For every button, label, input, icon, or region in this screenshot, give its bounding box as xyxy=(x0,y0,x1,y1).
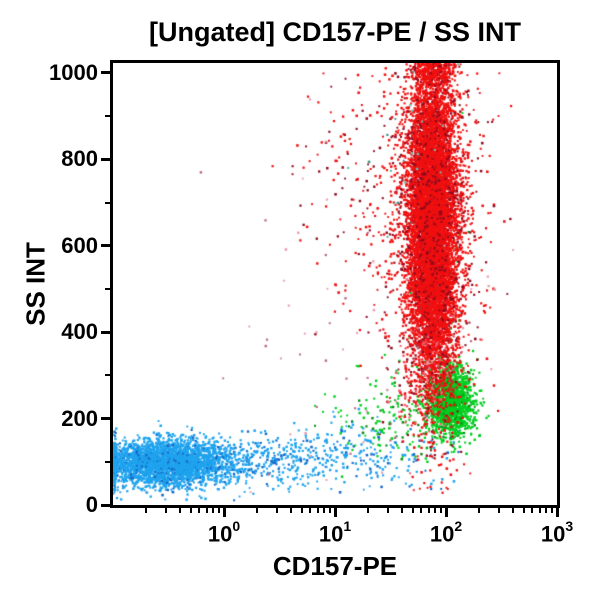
y-tick-label: 0 xyxy=(85,492,98,517)
x-minor-tick xyxy=(545,508,548,513)
x-tick-label: 102 xyxy=(429,518,463,547)
y-tick-label: 1000 xyxy=(49,59,98,85)
x-tick-label: 103 xyxy=(540,518,574,547)
x-minor-tick xyxy=(400,508,403,513)
x-minor-tick xyxy=(427,508,430,513)
x-minor-tick xyxy=(217,508,220,513)
x-minor-tick xyxy=(300,508,303,513)
y-major-tick xyxy=(101,417,110,421)
x-minor-tick xyxy=(439,508,442,513)
y-tick-label: 800 xyxy=(61,146,98,172)
x-major-tick xyxy=(444,508,448,517)
y-minor-tick xyxy=(105,115,110,118)
x-minor-tick xyxy=(550,508,553,513)
plot-title: [Ungated] CD157-PE / SS INT xyxy=(148,17,522,47)
x-minor-tick xyxy=(212,508,215,513)
y-tick-label: 200 xyxy=(61,405,98,431)
y-minor-tick xyxy=(105,287,110,290)
x-minor-tick xyxy=(189,508,192,513)
y-major-tick xyxy=(101,157,110,161)
scatter-canvas xyxy=(113,63,557,505)
y-major-tick xyxy=(101,503,110,507)
x-major-tick xyxy=(555,508,559,517)
y-major-tick xyxy=(101,244,110,248)
y-tick-label: 400 xyxy=(61,319,98,345)
x-minor-tick xyxy=(164,508,167,513)
plot-frame xyxy=(110,60,560,508)
x-tick-label: 100 xyxy=(207,518,241,547)
x-major-tick xyxy=(333,508,337,517)
x-minor-tick xyxy=(478,508,481,513)
x-minor-tick xyxy=(411,508,414,513)
x-minor-tick xyxy=(316,508,319,513)
x-minor-tick xyxy=(323,508,326,513)
x-minor-tick xyxy=(367,508,370,513)
x-minor-tick xyxy=(178,508,181,513)
x-minor-tick xyxy=(145,508,148,513)
y-minor-tick xyxy=(105,374,110,377)
x-minor-tick xyxy=(256,508,259,513)
x-minor-tick xyxy=(497,508,500,513)
x-minor-tick xyxy=(434,508,437,513)
x-minor-tick xyxy=(198,508,201,513)
x-minor-tick xyxy=(386,508,389,513)
x-minor-tick xyxy=(309,508,312,513)
x-minor-tick xyxy=(289,508,292,513)
x-minor-tick xyxy=(328,508,331,513)
y-tick-label: 600 xyxy=(61,232,98,258)
y-minor-tick xyxy=(105,201,110,204)
y-major-tick xyxy=(101,330,110,334)
x-minor-tick xyxy=(511,508,514,513)
x-axis-label: CD157-PE xyxy=(272,551,398,581)
x-minor-tick xyxy=(275,508,278,513)
x-minor-tick xyxy=(205,508,208,513)
x-minor-tick xyxy=(420,508,423,513)
x-minor-tick xyxy=(522,508,525,513)
y-minor-tick xyxy=(105,460,110,463)
x-minor-tick xyxy=(531,508,534,513)
y-major-tick xyxy=(101,71,110,75)
x-minor-tick xyxy=(538,508,541,513)
x-tick-label: 101 xyxy=(318,518,352,547)
x-major-tick xyxy=(222,508,226,517)
